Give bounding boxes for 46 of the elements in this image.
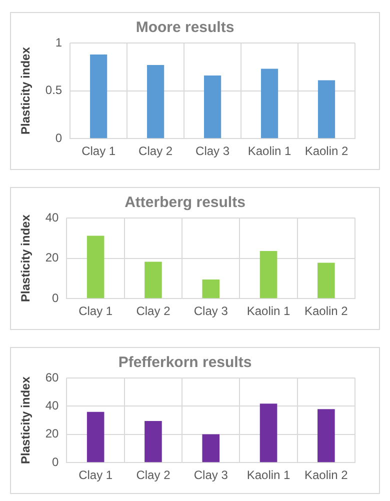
chart-title: Atterberg results [124, 194, 246, 212]
x-tick-label: Clay 2 [136, 468, 171, 482]
bar [144, 421, 162, 462]
x-tick-label: Clay 2 [138, 144, 173, 158]
y-axis-title: Plasticity index [18, 214, 33, 302]
x-tick-label: Kaolin 2 [304, 468, 348, 482]
x-tick-label: Clay 3 [194, 304, 228, 318]
bar [204, 76, 222, 138]
chart-title: Pfefferkorn results [118, 354, 252, 372]
bar [144, 262, 162, 298]
bar [147, 64, 164, 138]
y-tick-label: 0 [52, 290, 60, 305]
y-tick-label: 40 [45, 210, 60, 224]
bar [202, 434, 220, 462]
chart-title: Moore results [136, 19, 234, 36]
x-tick-label: Clay 1 [78, 304, 113, 318]
x-tick-label: Clay 1 [82, 144, 116, 158]
bar [202, 279, 220, 298]
x-tick-label: Clay 3 [194, 468, 228, 482]
x-tick-label: Kaolin 2 [304, 304, 348, 318]
bar [318, 409, 335, 462]
bar [260, 404, 278, 462]
y-tick-label: 0.5 [45, 83, 62, 98]
bar [260, 68, 278, 138]
bar [318, 262, 335, 298]
y-axis-title: Plasticity index [18, 46, 33, 134]
x-tick-label: Clay 1 [78, 468, 113, 482]
y-tick-label: 40 [45, 398, 60, 413]
x-tick-label: Kaolin 1 [246, 304, 291, 318]
x-tick-label: Clay 3 [196, 144, 230, 158]
y-tick-label: 1 [55, 35, 62, 50]
y-tick-label: 20 [45, 250, 60, 265]
x-tick-label: Kaolin 1 [248, 144, 292, 158]
bar [90, 54, 108, 138]
x-tick-label: Clay 2 [136, 304, 171, 318]
y-tick-label: 60 [45, 370, 60, 384]
y-tick-label: 20 [45, 426, 60, 441]
bar [318, 80, 336, 138]
bar [86, 412, 104, 462]
x-tick-label: Kaolin 1 [246, 468, 291, 482]
y-tick-label: 0 [55, 130, 62, 145]
y-tick-label: 0 [52, 454, 60, 469]
x-tick-label: Kaolin 2 [304, 144, 349, 158]
bar [86, 236, 104, 298]
bar [260, 251, 278, 298]
y-axis-title: Plasticity index [18, 376, 33, 464]
